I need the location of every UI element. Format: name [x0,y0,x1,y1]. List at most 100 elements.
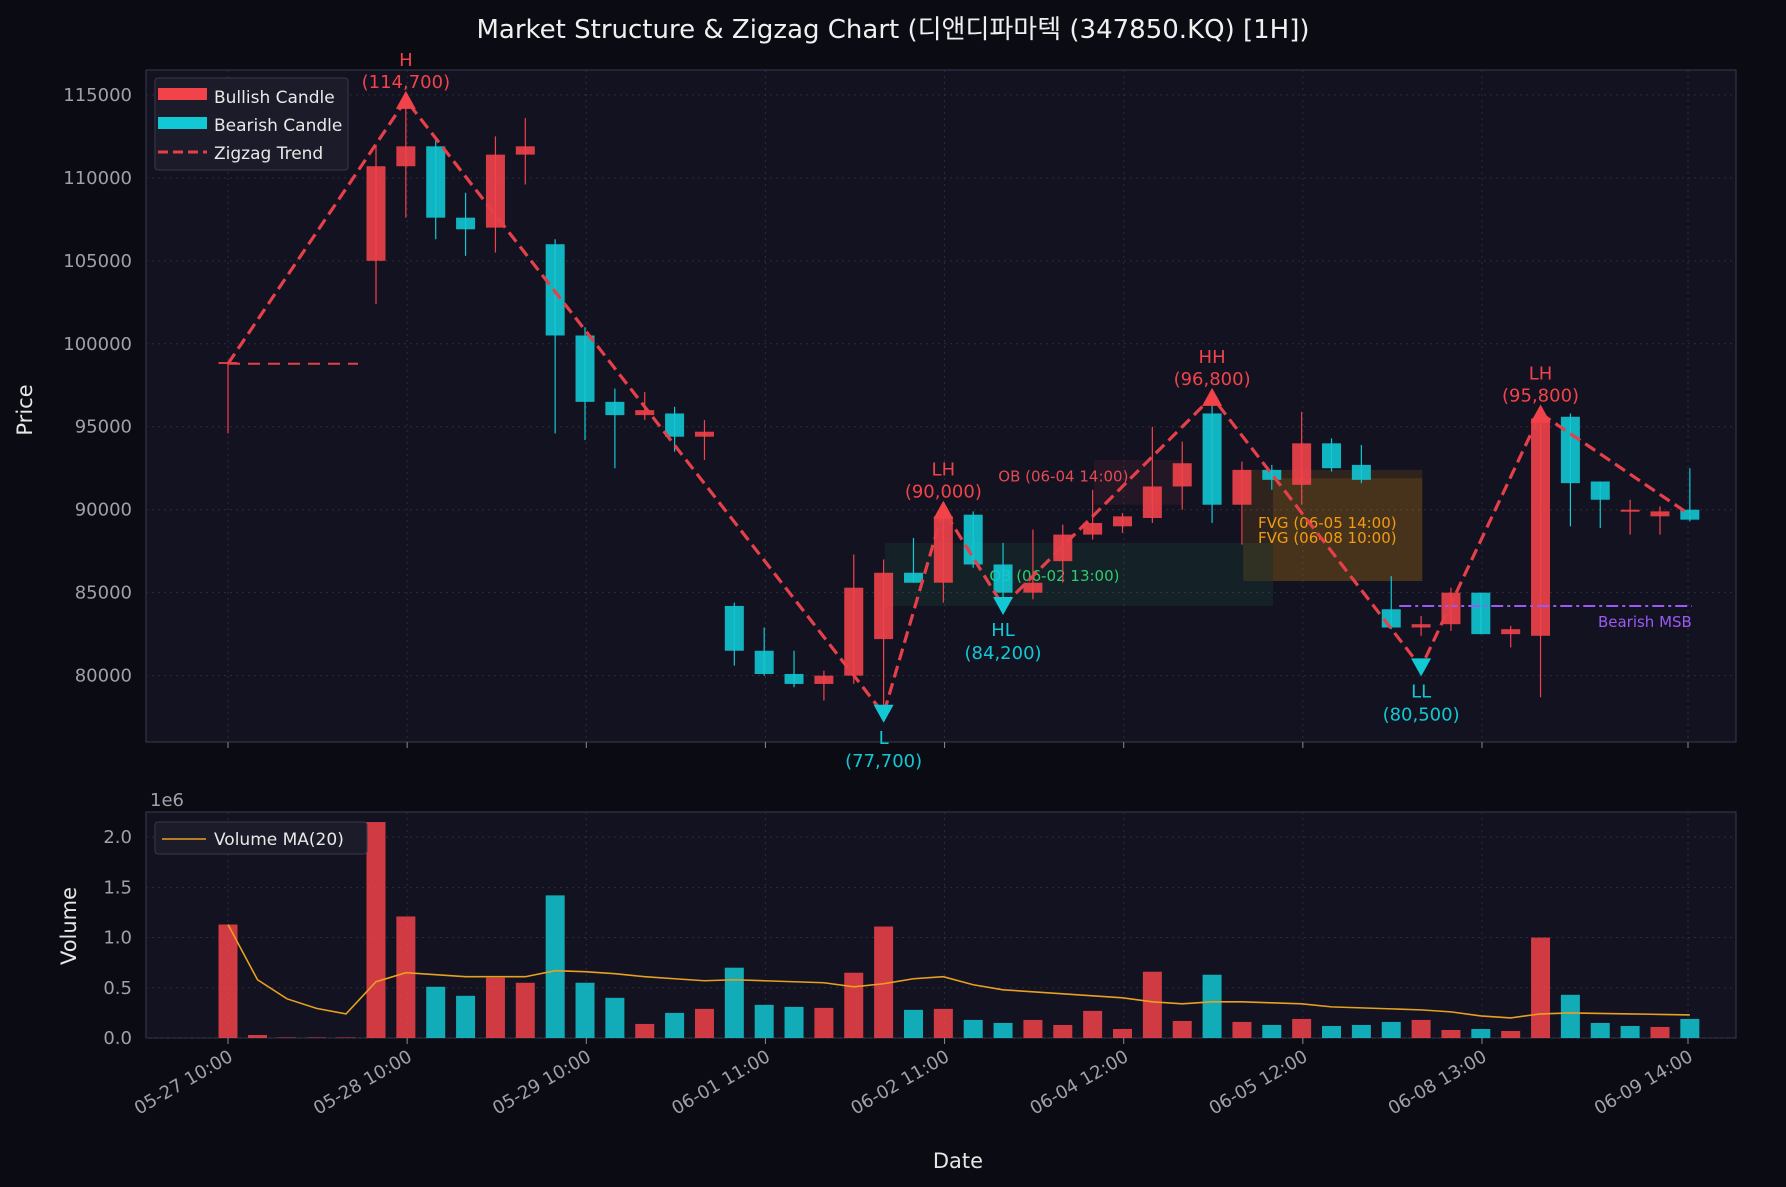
volume-bars [218,822,1700,1038]
pivot-price-label: (77,700) [845,751,922,772]
candle-body [1292,443,1312,485]
volume-bar [605,997,625,1038]
pivot-price-label: (114,700) [362,72,450,93]
volume-bar [1531,937,1551,1038]
zone-box [1272,478,1423,582]
candle-body [1142,486,1162,518]
volume-ma-polyline [227,924,1690,1019]
volume-bar [1083,1010,1103,1038]
volume-bar [456,995,476,1038]
volume-legend-box [154,821,368,855]
volume-bar [1322,1025,1342,1038]
volume-bar [545,895,565,1038]
candle-body [754,650,774,674]
pivot-type-label: LL [1411,681,1431,702]
pivot-marker [933,500,954,519]
volume-bar [903,1009,923,1038]
pivot-markers: H(114,700)L(77,700)LH(90,000)HL(84,200)H… [362,50,1579,772]
candle-body [1172,463,1192,487]
volume-bar [1023,1019,1043,1038]
volume-y-tick-label: 0.0 [103,1028,132,1049]
price-y-tick-label: 85000 [75,583,132,604]
price-legend: Bullish Candle Bearish Candle Zigzag Tre… [154,77,349,171]
candle-body [933,516,953,583]
price-y-tick-label: 90000 [75,500,132,521]
volume-bar [575,982,595,1038]
candle-body [784,673,804,684]
volume-bar [1620,1025,1640,1038]
volume-bar [754,1004,774,1038]
volume-bar [1172,1020,1192,1038]
volume-y-tick-label: 1.0 [103,928,132,949]
volume-bar [1351,1024,1371,1038]
candle-body [1411,624,1431,628]
candle-body [635,410,655,416]
candle-body [1023,582,1043,593]
price-y-ticks: 80000 85000 90000 95000 100000 105000 110000 11… [63,85,132,687]
volume-ma-line [227,924,1690,1019]
candle-body [814,675,834,684]
pivot-marker [993,596,1014,615]
candle-body [1590,481,1610,500]
volume-bar [724,967,744,1038]
pivot-price-label: (96,800) [1174,369,1251,390]
volume-y-tick-label: 1.5 [103,877,132,898]
volume-bar [1262,1024,1282,1038]
candle-body [1501,629,1521,635]
zone-label: FVG (06-08 10:00) [1258,529,1397,547]
volume-bar [814,1007,834,1038]
volume-bar [485,977,505,1038]
candle-body [963,514,983,565]
pivot-type-label: HL [991,620,1015,641]
volume-y-axis-label: Volume [57,887,81,965]
volume-bar [844,972,864,1038]
zone-box [1093,459,1184,505]
volume-bar [694,1008,714,1038]
candle-body [485,154,505,228]
zone-label: FVG (06-05 14:00) [1258,514,1397,532]
volume-bar [1113,1028,1132,1038]
volume-y-tick-label: 0.5 [103,978,132,999]
candle-body [1351,464,1371,480]
volume-bar [336,1037,356,1038]
pivot-marker [1202,387,1223,406]
pivot-marker [1411,658,1432,677]
volume-bar [277,1037,297,1038]
candle-body [605,401,625,416]
volume-bar [426,986,446,1038]
volume-bar [1590,1022,1610,1038]
legend-label-bullish: Bullish Candle [214,88,335,108]
candle-body [694,431,714,437]
candle-body [1650,511,1670,517]
volume-bar [1441,1029,1461,1038]
price-panel-background [145,69,1737,743]
volume-bar [1471,1028,1491,1038]
price-y-tick-label: 105000 [63,251,132,272]
pivot-price-label: (95,800) [1502,385,1579,406]
volume-bar [1053,1024,1073,1038]
candle-body [1232,469,1252,505]
volume-bar [1381,1021,1401,1038]
candle-body [1322,443,1342,469]
chart-title: Market Structure & Zigzag Chart (디앤디파마텍 … [476,15,1309,45]
candle-body [1531,418,1551,636]
candle-body [874,572,894,640]
candle-body [1471,592,1491,635]
candle-body [1262,469,1282,480]
zone-label: OB (06-02 13:00) [989,567,1119,585]
volume-bar [1680,1018,1700,1038]
volume-y-tick-label: 2.0 [103,827,132,848]
volume-bar [1411,1019,1431,1038]
candle-body [724,605,744,651]
volume-bar [1501,1030,1521,1038]
candle-body [426,146,446,218]
pivot-type-label: HH [1199,347,1226,368]
volume-legend: Volume MA(20) [154,821,368,855]
price-y-axis-label: Price [13,384,37,435]
volume-bar [515,982,535,1038]
price-y-tick-label: 115000 [63,85,132,106]
pivot-marker [1530,404,1551,423]
candle-body [456,217,476,230]
volume-bar [784,1006,804,1038]
volume-bar [1560,994,1580,1038]
